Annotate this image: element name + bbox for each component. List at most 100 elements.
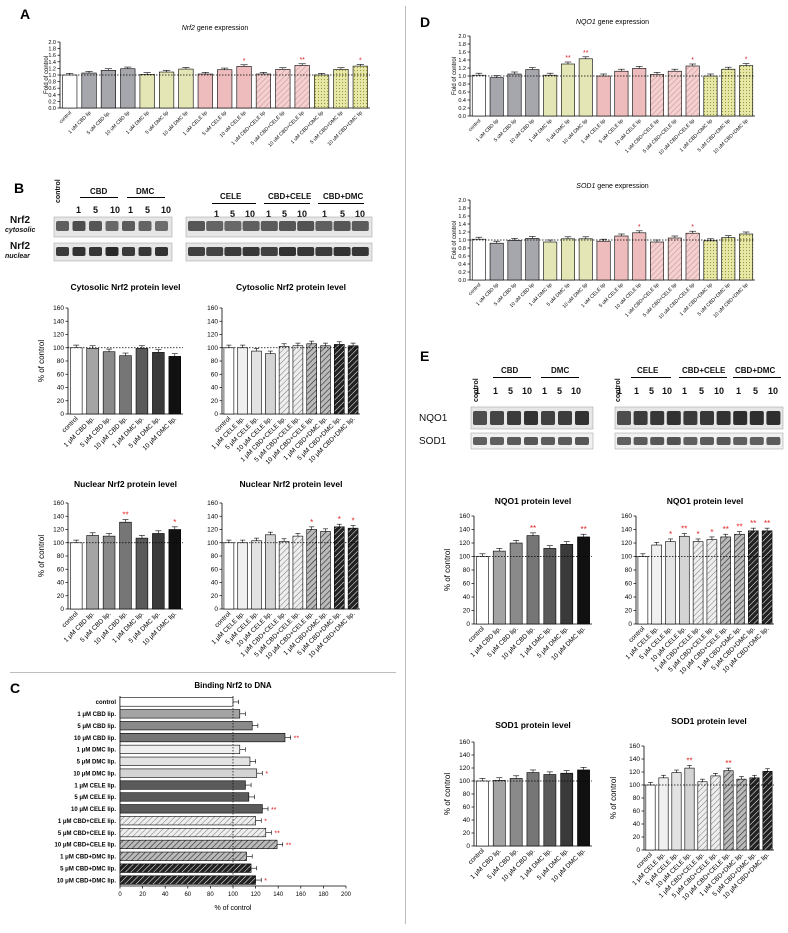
chart-C-bar bbox=[119, 839, 278, 850]
chart-D1-bar bbox=[596, 75, 611, 117]
chart-E2-bar bbox=[734, 533, 745, 625]
chart-B4-ytick: 40 bbox=[211, 580, 219, 587]
chart-B4-ytick: 20 bbox=[211, 593, 219, 600]
blot-band bbox=[524, 411, 538, 425]
blot-b-dose-5a: 5 bbox=[93, 205, 99, 215]
blot-b-dose-5e: 5 bbox=[340, 209, 346, 219]
chart-D2-bar bbox=[632, 232, 647, 281]
blot-b-row1-sub: cytosolic bbox=[5, 227, 36, 234]
chart-C-xtick: 0 bbox=[118, 892, 122, 898]
chart-B2-bar bbox=[237, 347, 248, 415]
chart-D2-ytick: 0.4 bbox=[458, 262, 466, 268]
chart-E2-bar bbox=[748, 530, 759, 625]
chart-E3-bar bbox=[492, 780, 506, 847]
chart-A-xtick: 10 uM CBD+DMC lip bbox=[327, 110, 364, 147]
chart-C-ytick: 5 μM CELE lip. bbox=[74, 795, 116, 801]
chart-E1-ytick: 20 bbox=[463, 608, 471, 615]
chart-E4-ytick: 60 bbox=[633, 808, 641, 815]
chart-A-xtick: 5 uM CBD+CELE lip bbox=[250, 110, 287, 147]
chart-B4-bar bbox=[306, 529, 317, 610]
blot-band bbox=[138, 221, 152, 231]
chart-E1-bar bbox=[526, 535, 540, 625]
chart-B4-bar bbox=[278, 541, 290, 610]
chart-A-sig: ** bbox=[299, 57, 305, 64]
blot-band bbox=[89, 221, 102, 231]
chart-E1-sig: ** bbox=[580, 525, 586, 534]
chart-E2-bar bbox=[706, 539, 718, 625]
chart-D2-bar bbox=[578, 238, 593, 281]
chart-E3-bar bbox=[560, 772, 574, 847]
blot-e-dose-1a: 1 bbox=[475, 386, 481, 396]
chart-C-xtick: 100 bbox=[228, 892, 239, 898]
chart-B4-ytick: 60 bbox=[211, 566, 219, 573]
panel-letter-a: A bbox=[20, 6, 31, 22]
chart-B2-title: Cytosolic Nrf2 protein level bbox=[236, 282, 346, 292]
chart-D1-ylabel: Fold of control bbox=[452, 57, 458, 95]
chart-B1-ytick: 140 bbox=[53, 318, 64, 325]
chart-C-ytick: 10 μM CBD+CELE lip. bbox=[54, 843, 116, 849]
chart-E3-ytick: 0 bbox=[466, 843, 470, 850]
chart-B3-ytick: 60 bbox=[57, 566, 65, 573]
chart-B1-bar bbox=[168, 356, 182, 415]
blot-e-dose-10a: 10 bbox=[522, 386, 533, 396]
chart-B4-bar bbox=[265, 534, 276, 610]
chart-B2-bar bbox=[223, 347, 235, 415]
blot-band bbox=[749, 437, 764, 445]
chart-A-ytick: 0.8 bbox=[48, 80, 56, 86]
chart-C-ytick: 5 μM CBD+CELE lip. bbox=[58, 831, 117, 837]
chart-E2-ytick: 100 bbox=[621, 554, 632, 561]
chart-B1-ytick: 80 bbox=[57, 358, 65, 365]
chart-D1-sig: ** bbox=[565, 55, 571, 62]
chart-A-xtick: 10 uM CBD+CELE lip bbox=[267, 110, 305, 148]
panel-letter-c: C bbox=[10, 680, 21, 696]
blot-band bbox=[333, 247, 351, 256]
blot-band bbox=[766, 437, 781, 445]
chart-C-bar bbox=[119, 804, 263, 814]
chart-B2-ytick: 160 bbox=[207, 305, 218, 312]
blot-band bbox=[541, 411, 555, 425]
chart-E4-bar bbox=[749, 777, 760, 851]
blot-b-row2-label: Nrf2 bbox=[10, 241, 31, 252]
chart-C-ytick: 10 μM CELE lip. bbox=[71, 807, 116, 813]
blot-b-dose-5d: 5 bbox=[282, 209, 288, 219]
chart-E3-bar bbox=[509, 778, 523, 847]
chart-C-sig: ** bbox=[294, 736, 300, 743]
chart-E1-ylabel: % of control bbox=[443, 549, 452, 591]
blot-band bbox=[122, 221, 135, 231]
blot-band bbox=[297, 221, 315, 231]
chart-D1-bar bbox=[650, 74, 665, 117]
blot-band bbox=[700, 437, 714, 445]
blot-e-dose-1f: 1 bbox=[682, 386, 688, 396]
chart-E4-bar bbox=[671, 772, 682, 851]
blot-e-cele-line bbox=[631, 377, 671, 378]
chart-B3-bar bbox=[102, 535, 116, 610]
chart-C-bar bbox=[119, 697, 234, 707]
blot-e-dose-10d: 10 bbox=[714, 386, 725, 396]
blot-b-cele-line bbox=[212, 203, 256, 204]
chart-D2-bar bbox=[471, 238, 486, 281]
chart-E4-bar bbox=[645, 784, 656, 851]
blot-e-dose-1c: 1 bbox=[542, 386, 548, 396]
chart-E3-bar bbox=[577, 769, 590, 847]
chart-A-ytick: 0.4 bbox=[48, 93, 56, 99]
chart-E4-ytick: 140 bbox=[629, 756, 640, 763]
chart-D1-bar bbox=[543, 74, 558, 117]
blot-band bbox=[351, 247, 369, 256]
chart-E2-sig: * bbox=[710, 528, 713, 537]
chart-B2-bar bbox=[292, 345, 304, 415]
blot-band bbox=[260, 221, 278, 231]
chart-B4-title: Nuclear Nrf2 protein level bbox=[240, 479, 343, 489]
blot-band bbox=[617, 437, 631, 445]
blot-band bbox=[716, 437, 731, 445]
panel-letter-b: B bbox=[14, 180, 25, 196]
chart-B3-bar bbox=[86, 535, 99, 610]
chart-D2-ytick: 1.0 bbox=[458, 238, 466, 244]
chart-C-ytick: 1 μM CBD+CELE lip. bbox=[58, 819, 117, 825]
chart-A-bar bbox=[158, 71, 175, 109]
chart-D1-bar bbox=[578, 58, 593, 117]
blot-band bbox=[138, 247, 152, 256]
chart-B1-bar bbox=[102, 351, 116, 415]
blot-b-group-dmc: DMC bbox=[136, 187, 155, 196]
chart-C-sig: * bbox=[264, 819, 267, 826]
chart-E4-sig: ** bbox=[686, 757, 692, 766]
